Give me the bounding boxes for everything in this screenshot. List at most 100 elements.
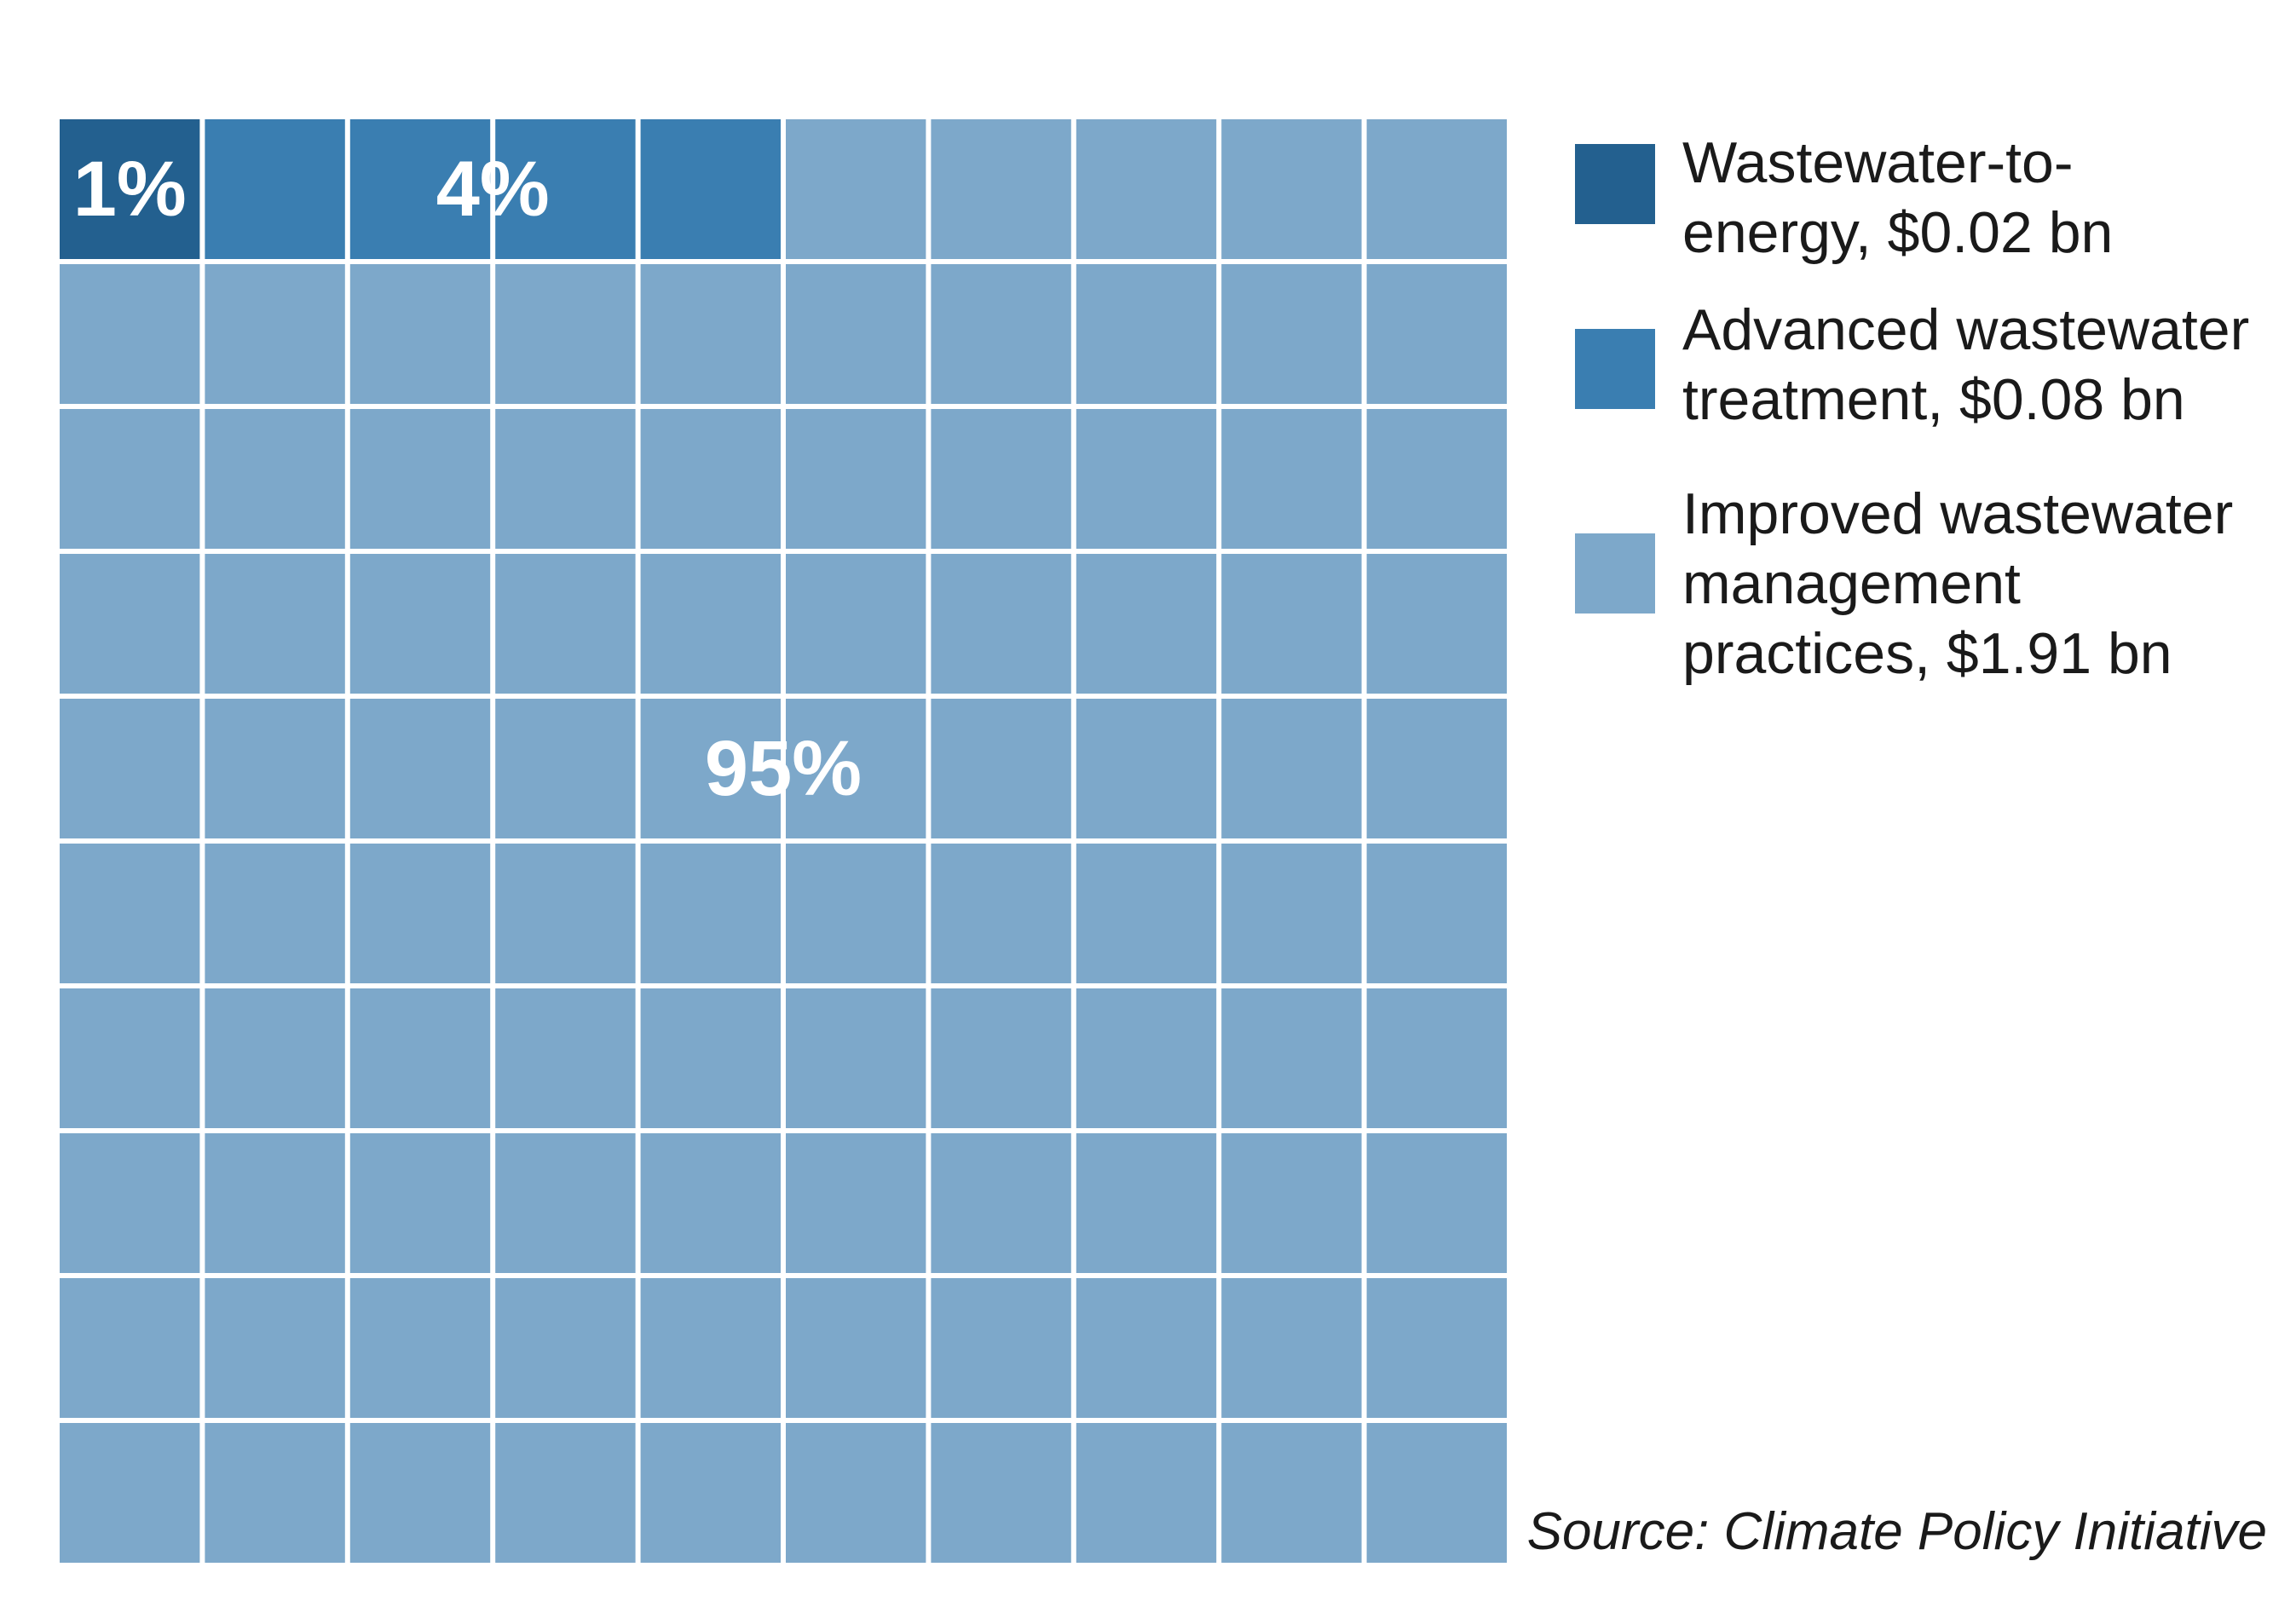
waffle-cell-improved-wastewater-management-practices [786,1278,926,1418]
waffle-cell-improved-wastewater-management-practices [640,554,781,694]
waffle-cell-improved-wastewater-management-practices [495,988,636,1128]
waffle-cell-improved-wastewater-management-practices [1076,1423,1217,1563]
waffle-cell-improved-wastewater-management-practices [60,988,200,1128]
waffle-cell-improved-wastewater-management-practices [349,264,491,404]
waffle-cell-improved-wastewater-management-practices [205,409,345,549]
waffle-cell-improved-wastewater-management-practices [1366,1423,1507,1563]
waffle-cell-improved-wastewater-management-practices [786,264,926,404]
waffle-cell-advanced-wastewater-treatment [495,119,636,259]
waffle-cell-wastewater-to-energy [60,119,200,259]
waffle-cell-improved-wastewater-management-practices [1221,1423,1362,1563]
waffle-cell-improved-wastewater-management-practices [60,699,200,838]
waffle-cell-advanced-wastewater-treatment [349,119,491,259]
waffle-cell-improved-wastewater-management-practices [1221,844,1362,983]
waffle-cell-improved-wastewater-management-practices [931,844,1071,983]
waffle-cell-improved-wastewater-management-practices [205,699,345,838]
legend-swatch-wastewater-to-energy [1575,144,1655,224]
waffle-cell-improved-wastewater-management-practices [60,844,200,983]
waffle-cell-improved-wastewater-management-practices [640,1423,781,1563]
waffle-cell-improved-wastewater-management-practices [640,844,781,983]
waffle-cell-improved-wastewater-management-practices [1076,554,1217,694]
waffle-cell-improved-wastewater-management-practices [495,1133,636,1273]
waffle-cell-improved-wastewater-management-practices [786,409,926,549]
waffle-cell-improved-wastewater-management-practices [349,409,491,549]
waffle-cell-improved-wastewater-management-practices [931,699,1071,838]
waffle-cell-improved-wastewater-management-practices [495,409,636,549]
waffle-cell-improved-wastewater-management-practices [1221,1133,1362,1273]
waffle-cell-improved-wastewater-management-practices [1221,554,1362,694]
waffle-cell-improved-wastewater-management-practices [495,1423,636,1563]
waffle-cell-improved-wastewater-management-practices [349,1133,491,1273]
source-note: Source: Climate Policy Initiative [1526,1502,2267,1561]
legend-label-wastewater-to-energy: Wastewater-to- energy, $0.02 bn [1682,130,2114,265]
waffle-cell-improved-wastewater-management-practices [1366,1133,1507,1273]
waffle-cell-improved-wastewater-management-practices [1366,1278,1507,1418]
waffle-cell-improved-wastewater-management-practices [1076,988,1217,1128]
waffle-cell-improved-wastewater-management-practices [931,554,1071,694]
waffle-cell-improved-wastewater-management-practices [786,1423,926,1563]
waffle-cell-improved-wastewater-management-practices [60,1278,200,1418]
waffle-cell-improved-wastewater-management-practices [1076,409,1217,549]
legend-label-advanced-treatment: Advanced wastewater treatment, $0.08 bn [1682,297,2250,432]
waffle-cell-improved-wastewater-management-practices [205,554,345,694]
waffle-cell-improved-wastewater-management-practices [786,554,926,694]
waffle-cell-improved-wastewater-management-practices [349,554,491,694]
waffle-cell-improved-wastewater-management-practices [495,844,636,983]
waffle-cell-improved-wastewater-management-practices [1366,988,1507,1128]
waffle-cell-improved-wastewater-management-practices [1221,264,1362,404]
waffle-cell-improved-wastewater-management-practices [349,988,491,1128]
waffle-cell-improved-wastewater-management-practices [640,409,781,549]
waffle-cell-improved-wastewater-management-practices [640,699,781,838]
waffle-cell-improved-wastewater-management-practices [1076,1278,1217,1418]
waffle-cell-improved-wastewater-management-practices [60,409,200,549]
waffle-cell-improved-wastewater-management-practices [931,1133,1071,1273]
waffle-cell-improved-wastewater-management-practices [1221,699,1362,838]
waffle-cell-improved-wastewater-management-practices [931,1278,1071,1418]
legend-swatch-improved-management [1575,533,1655,614]
percent-label-advanced-treatment: 4% [436,146,550,233]
waffle-cell-improved-wastewater-management-practices [349,1423,491,1563]
waffle-cell-improved-wastewater-management-practices [205,1423,345,1563]
waffle-cell-improved-wastewater-management-practices [786,844,926,983]
waffle-cell-improved-wastewater-management-practices [1366,554,1507,694]
waffle-cell-advanced-wastewater-treatment [205,119,345,259]
waffle-cell-improved-wastewater-management-practices [349,1278,491,1418]
waffle-cell-improved-wastewater-management-practices [931,1423,1071,1563]
waffle-cell-improved-wastewater-management-practices [60,264,200,404]
waffle-cell-improved-wastewater-management-practices [931,264,1071,404]
waffle-cell-improved-wastewater-management-practices [1366,409,1507,549]
waffle-cell-improved-wastewater-management-practices [786,988,926,1128]
waffle-cell-improved-wastewater-management-practices [786,1133,926,1273]
waffle-cell-improved-wastewater-management-practices [205,264,345,404]
waffle-cell-improved-wastewater-management-practices [640,1133,781,1273]
waffle-cell-improved-wastewater-management-practices [1366,699,1507,838]
waffle-cell-improved-wastewater-management-practices [1221,119,1362,259]
waffle-cell-improved-wastewater-management-practices [1366,844,1507,983]
waffle-cell-improved-wastewater-management-practices [931,119,1071,259]
waffle-cell-improved-wastewater-management-practices [60,1423,200,1563]
waffle-cell-improved-wastewater-management-practices [1076,1133,1217,1273]
waffle-cell-improved-wastewater-management-practices [1221,988,1362,1128]
waffle-cell-improved-wastewater-management-practices [60,1133,200,1273]
waffle-cell-improved-wastewater-management-practices [495,1278,636,1418]
waffle-cell-improved-wastewater-management-practices [640,988,781,1128]
waffle-cell-improved-wastewater-management-practices [1221,409,1362,549]
waffle-cell-improved-wastewater-management-practices [349,844,491,983]
waffle-cell-improved-wastewater-management-practices [349,699,491,838]
waffle-cell-improved-wastewater-management-practices [205,1133,345,1273]
waffle-cell-improved-wastewater-management-practices [1076,844,1217,983]
percent-label-wastewater-to-energy: 1% [73,146,187,233]
waffle-cell-improved-wastewater-management-practices [1221,1278,1362,1418]
waffle-cell-improved-wastewater-management-practices [205,1278,345,1418]
waffle-cell-improved-wastewater-management-practices [495,699,636,838]
waffle-cell-improved-wastewater-management-practices [640,1278,781,1418]
waffle-cell-improved-wastewater-management-practices [205,844,345,983]
waffle-cell-improved-wastewater-management-practices [60,554,200,694]
waffle-cell-improved-wastewater-management-practices [205,988,345,1128]
waffle-cell-improved-wastewater-management-practices [1076,699,1217,838]
waffle-cell-improved-wastewater-management-practices [495,264,636,404]
waffle-cell-improved-wastewater-management-practices [931,988,1071,1128]
waffle-cell-improved-wastewater-management-practices [786,119,926,259]
legend-label-improved-management: Improved wastewater management practices… [1682,481,2234,686]
